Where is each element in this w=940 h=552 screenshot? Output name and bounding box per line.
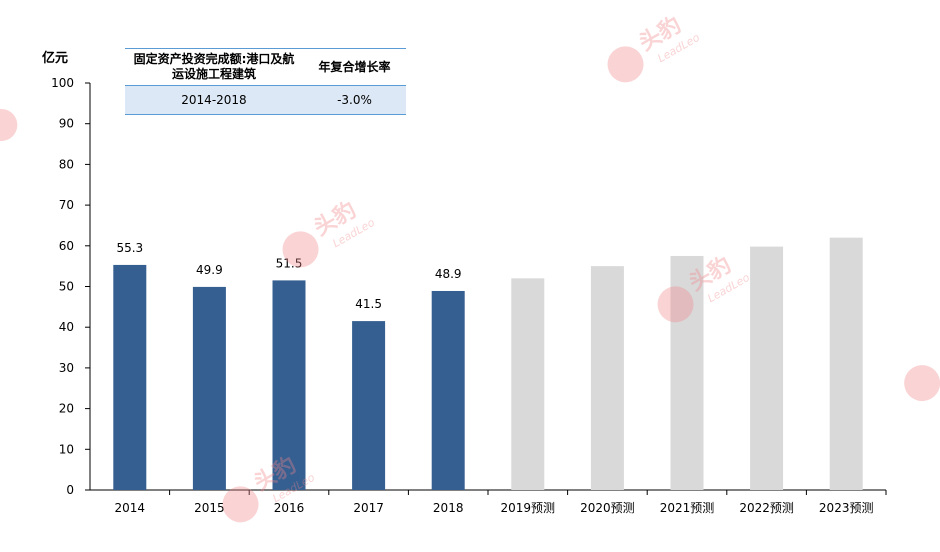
watermark-logo: 头豹 LeadLeo (282, 197, 377, 268)
x-tick-label: 2016 (274, 501, 305, 515)
x-tick-label: 2020预测 (580, 501, 635, 515)
y-tick-label: 40 (59, 320, 74, 334)
cagr-table-row: 2014-2018 -3.0% (125, 85, 406, 115)
bar (272, 280, 306, 490)
x-tick-label: 2019预测 (501, 501, 556, 515)
cagr-period: 2014-2018 (125, 85, 303, 115)
x-tick-label: 2014 (115, 501, 146, 515)
watermark-logo: 头豹 LeadLeo (607, 12, 702, 83)
bar (511, 278, 545, 490)
cagr-table-header: 固定资产投资完成额:港口及航运设施工程建筑 年复合增长率 (125, 48, 406, 86)
bar (431, 290, 465, 490)
bar (829, 237, 863, 490)
y-tick-label: 80 (59, 157, 74, 171)
data-label: 49.9 (196, 263, 223, 277)
cagr-value: -3.0% (303, 85, 406, 115)
y-tick-label: 30 (59, 361, 74, 375)
bar (590, 266, 624, 490)
bar (113, 264, 147, 490)
bar (192, 286, 226, 490)
y-tick-label: 100 (51, 76, 74, 90)
x-tick-label: 2023预测 (819, 501, 874, 515)
y-tick-label: 0 (66, 483, 74, 497)
cagr-header-rate: 年复合增长率 (303, 48, 406, 86)
cagr-table: 固定资产投资完成额:港口及航运设施工程建筑 年复合增长率 2014-2018 -… (125, 48, 406, 115)
y-tick-label: 70 (59, 198, 74, 212)
data-label: 51.5 (276, 256, 303, 270)
x-tick-label: 2022预测 (739, 501, 794, 515)
x-tick-label: 2015 (194, 501, 225, 515)
x-tick-label: 2017 (353, 501, 384, 515)
bar (750, 246, 784, 490)
data-label: 41.5 (355, 297, 382, 311)
y-tick-label: 60 (59, 239, 74, 253)
y-tick-label: 50 (59, 280, 74, 294)
data-label: 55.3 (116, 241, 143, 255)
watermark-logo: 头豹 LeadLeo (657, 252, 752, 323)
y-tick-label: 10 (59, 442, 74, 456)
y-tick-label: 90 (59, 117, 74, 131)
x-tick-label: 2021预测 (660, 501, 715, 515)
data-label: 48.9 (435, 267, 462, 281)
bar (670, 255, 704, 490)
watermark-logo (0, 109, 18, 141)
x-tick-label: 2018 (433, 501, 464, 515)
y-tick-label: 20 (59, 402, 74, 416)
cagr-header-metric: 固定资产投资完成额:港口及航运设施工程建筑 (125, 48, 303, 86)
watermark-logo: 头豹 LeadLeo (222, 452, 317, 523)
watermark-logo (904, 365, 940, 402)
bar (352, 321, 386, 490)
y-axis-unit-label: 亿元 (42, 51, 69, 66)
